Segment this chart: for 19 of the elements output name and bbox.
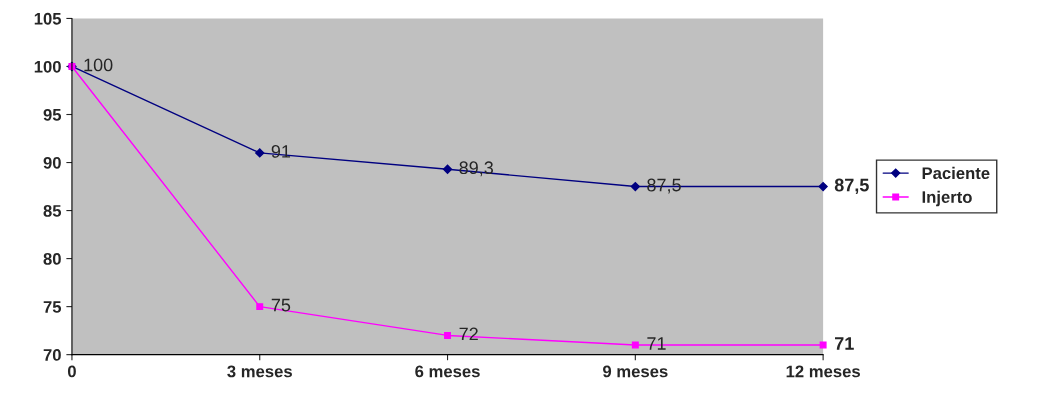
data-label: 100 (84, 58, 113, 72)
data-label: 71 (835, 337, 854, 350)
y-tick-label: 85 (43, 204, 62, 217)
data-label: 75 (271, 298, 291, 312)
legend-label: Paciente (922, 166, 990, 180)
data-label: 87,5 (834, 178, 869, 195)
y-tick-label: 100 (34, 60, 61, 73)
x-tick-label: 12 meses (786, 365, 860, 378)
y-tick-label: 70 (43, 349, 61, 361)
y-tick-label: 95 (43, 108, 62, 121)
x-tick-label: 6 meses (415, 365, 480, 378)
y-tick-label: 105 (34, 12, 62, 25)
x-tick-label: 9 meses (603, 365, 668, 378)
y-tick-label: 75 (43, 301, 62, 313)
y-tick-label: 90 (43, 156, 61, 169)
x-tick-label: 3 meses (227, 365, 292, 378)
x-tick-label: 0 (67, 365, 76, 378)
y-tick-label: 80 (43, 252, 61, 265)
legend-label: Injerto (922, 190, 972, 207)
